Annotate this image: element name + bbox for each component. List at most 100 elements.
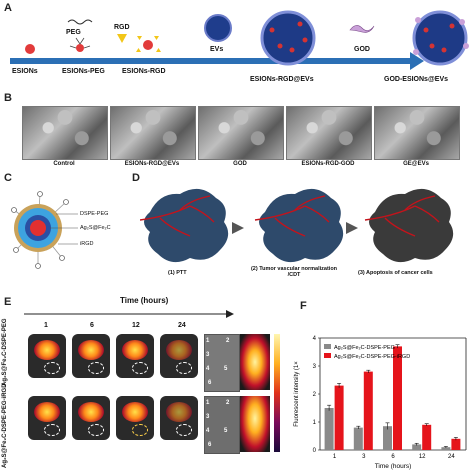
x-tick-label: 6 bbox=[391, 454, 395, 460]
fluorescence-image-irgd-12h bbox=[116, 396, 154, 440]
stage-esions-peg: ESIONs-PEG bbox=[62, 68, 105, 75]
bar bbox=[353, 427, 363, 450]
ex-vivo-organs-peg bbox=[204, 334, 240, 392]
fluorescence-image-irgd-6h bbox=[72, 396, 110, 440]
blood-vessels bbox=[140, 195, 440, 237]
tem-caption-esions-rgd-evs: ESIONs-RGD@EVs bbox=[124, 161, 180, 167]
fluorescence-image-irgd-24h bbox=[160, 396, 198, 440]
core bbox=[30, 220, 46, 236]
bar bbox=[393, 346, 402, 450]
stage-esions-rgd-evs: ESIONs-RGD@EVs bbox=[250, 76, 314, 83]
ex-vivo-fluorescence-peg bbox=[240, 334, 270, 390]
stage-god-esions-evs: GOD-ESIONs@EVs bbox=[384, 76, 449, 83]
ex-vivo-organs-irgd bbox=[204, 396, 240, 454]
time-axis-title: Time (hours) bbox=[120, 296, 169, 305]
process-arrow-bar bbox=[10, 58, 410, 64]
label-ag2s-fe2c: Ag₂S@Fe₂C bbox=[80, 225, 111, 231]
reagent-god: GOD bbox=[354, 46, 370, 53]
tem-image-god bbox=[198, 106, 284, 160]
fluorescence-image-peg-6h bbox=[72, 334, 110, 378]
legend-entry: Ag₂S@Fe₂C-DSPE-PEG bbox=[334, 345, 395, 351]
reagent-evs: EVs bbox=[210, 46, 224, 53]
tem-image-ge-evs bbox=[374, 106, 460, 160]
bar bbox=[412, 444, 422, 450]
panel-d-letter: D bbox=[132, 172, 140, 184]
fluorescence-image-irgd-1h bbox=[28, 396, 66, 440]
reagent-rgd: RGD bbox=[114, 24, 130, 31]
y-axis-label: Fluorescent intensity (1× bbox=[294, 361, 300, 427]
panel-d-tumor-scheme bbox=[140, 188, 454, 263]
y-tick-label: 2 bbox=[313, 392, 317, 398]
bar bbox=[383, 426, 392, 450]
bar bbox=[324, 408, 334, 450]
fluorescence-image-peg-1h bbox=[28, 334, 66, 378]
tem-image-esions-rgd-god bbox=[286, 106, 372, 160]
tem-image-esions-rgd-evs bbox=[110, 106, 196, 160]
tem-caption-god: GOD bbox=[233, 161, 247, 167]
tem-caption-ge-evs: GE@EVs bbox=[403, 161, 429, 167]
stage-esions-rgd: ESIONs-RGD bbox=[122, 68, 166, 75]
organ-num-b2: 2 bbox=[226, 400, 230, 406]
organ-num-t3: 3 bbox=[206, 352, 210, 358]
process-arrow-head bbox=[410, 52, 424, 70]
bar bbox=[451, 438, 461, 450]
panel-e-letter: E bbox=[4, 296, 12, 308]
panel-a-letter: A bbox=[4, 2, 12, 14]
colorbar bbox=[274, 334, 280, 452]
caption-vascular-normalization: (2) Tumor vascular normalization /CDT bbox=[250, 266, 338, 278]
organ-num-b5: 5 bbox=[224, 428, 228, 434]
panel-c-nanoparticle bbox=[11, 191, 78, 269]
row-label-peg: Ag₂S@Fe₂C-DSPE-PEG bbox=[2, 318, 8, 386]
legend-swatch bbox=[324, 353, 331, 358]
god-esion-ev-sphere bbox=[412, 10, 468, 66]
organ-num-b3: 3 bbox=[206, 414, 210, 420]
peg-chains bbox=[69, 37, 91, 49]
legend-swatch bbox=[324, 344, 331, 349]
tumor-stage-2 bbox=[259, 188, 344, 263]
legend-entry: Ag₂S@Fe₂C-DSPE-PEG-iRGD bbox=[334, 354, 410, 360]
time-label-12: 12 bbox=[132, 322, 140, 329]
bar bbox=[422, 424, 432, 450]
organ-num-b6: 6 bbox=[208, 442, 212, 448]
panel-a-scheme bbox=[10, 10, 469, 70]
bar bbox=[441, 447, 451, 450]
y-tick-label: 1 bbox=[313, 420, 317, 426]
panel-c-letter: C bbox=[4, 172, 12, 184]
bar bbox=[363, 371, 373, 450]
caption-ptt: (1) PTT bbox=[168, 270, 187, 276]
label-dspe-peg: DSPE-PEG bbox=[80, 211, 109, 217]
esion-particle bbox=[25, 44, 35, 54]
time-arrow bbox=[24, 310, 234, 318]
panel-b-letter: B bbox=[4, 92, 12, 104]
label-irgd: iRGD bbox=[80, 241, 94, 247]
tumor-stage-1 bbox=[144, 188, 229, 263]
panel-f-letter: F bbox=[300, 300, 307, 312]
x-tick-label: 12 bbox=[419, 454, 426, 460]
tumor-stage-3 bbox=[369, 188, 454, 263]
tem-image-control bbox=[22, 106, 108, 160]
y-tick-label: 3 bbox=[313, 364, 317, 370]
tem-caption-esions-rgd-god: ESIONs-RGD-GOD bbox=[301, 161, 355, 167]
x-axis-label: Time (hours) bbox=[375, 463, 412, 470]
ev-vesicle bbox=[204, 14, 232, 42]
organ-num-t1: 1 bbox=[206, 338, 210, 344]
x-tick-label: 1 bbox=[333, 454, 337, 460]
organ-num-b1: 1 bbox=[206, 400, 210, 406]
time-label-24: 24 bbox=[178, 322, 186, 329]
organ-num-t4: 4 bbox=[206, 366, 210, 372]
stage-esions: ESIONs bbox=[12, 68, 38, 75]
organ-num-t5: 5 bbox=[224, 366, 228, 372]
organ-num-t6: 6 bbox=[208, 380, 212, 386]
fluorescence-image-peg-12h bbox=[116, 334, 154, 378]
caption-apoptosis: (3) Apoptosis of cancer cells bbox=[358, 270, 433, 276]
y-tick-label: 4 bbox=[313, 336, 317, 342]
time-label-6: 6 bbox=[90, 322, 94, 329]
tem-caption-control: Control bbox=[53, 161, 75, 167]
bar bbox=[334, 385, 344, 450]
reagent-peg: PEG bbox=[66, 29, 81, 36]
row-label-peg-irgd: Ag₂S@Fe₂C-DSPE-PEG-iRGD bbox=[2, 383, 8, 468]
y-tick-label: 0 bbox=[313, 448, 317, 454]
x-tick-label: 3 bbox=[362, 454, 366, 460]
esion-rgd-particle bbox=[143, 40, 153, 50]
